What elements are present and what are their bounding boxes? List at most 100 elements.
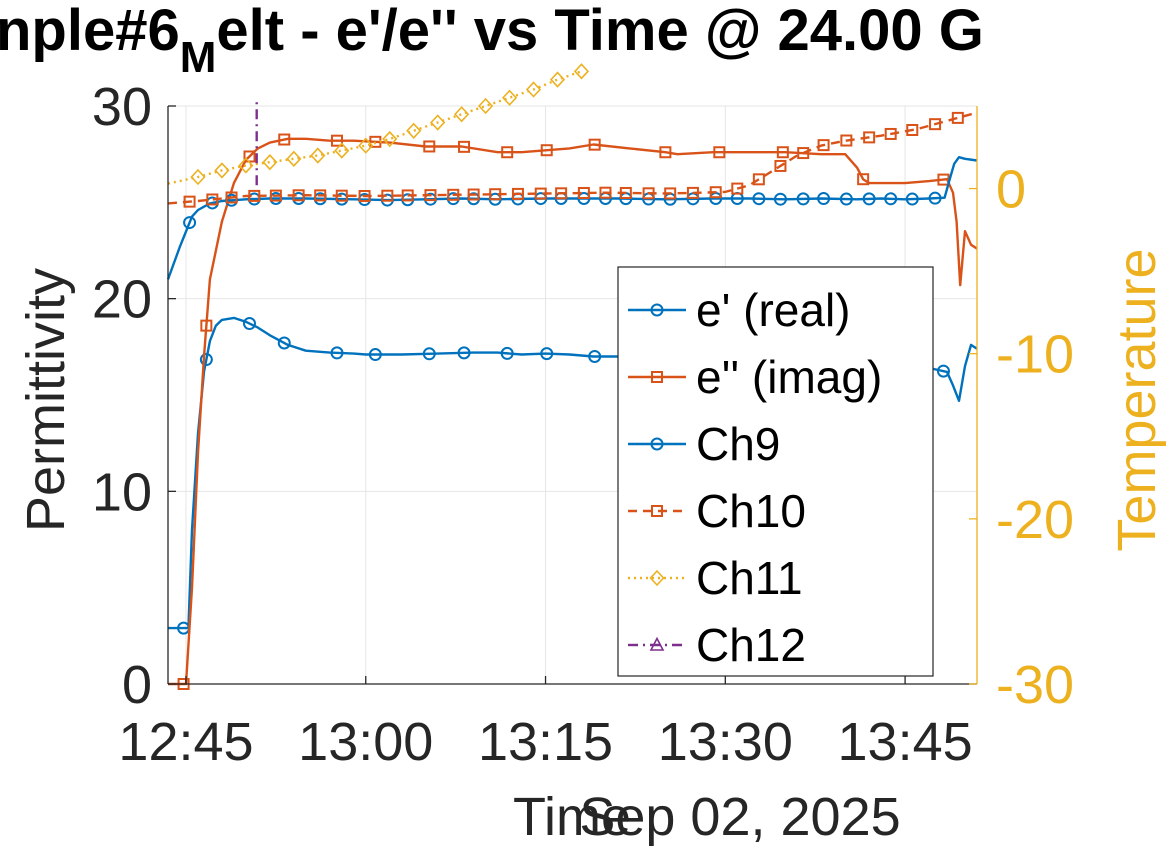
series-point-e-imag bbox=[423, 140, 436, 153]
series-point-ch10 bbox=[534, 187, 547, 200]
series-point-ch10 bbox=[817, 139, 830, 152]
series-point-e-imag bbox=[540, 144, 553, 157]
x-tick-label: 13:00 bbox=[298, 712, 433, 772]
series-point-ch10 bbox=[884, 127, 897, 140]
series-point-ch10 bbox=[951, 111, 964, 124]
series-point-ch10 bbox=[752, 173, 765, 186]
legend-box bbox=[617, 266, 934, 677]
series-point-e-imag bbox=[776, 146, 789, 159]
series-point-ch10 bbox=[489, 188, 502, 201]
x-axis-label: Time bbox=[513, 787, 631, 847]
y-left-tick-label: 30 bbox=[92, 77, 152, 137]
series-point-ch10 bbox=[248, 189, 261, 202]
series-point-ch11 bbox=[310, 147, 326, 164]
legend-label: Ch9 bbox=[696, 418, 780, 470]
x-tick-label: 13:15 bbox=[478, 712, 613, 772]
chart-title-rest: elt - e'/e'' vs Time @ 24.00 G bbox=[216, 0, 983, 63]
series-line-e-imag bbox=[168, 137, 978, 686]
series-point-ch11 bbox=[358, 137, 374, 154]
x-tick-label: 12:45 bbox=[118, 712, 253, 772]
series-point-ch10 bbox=[619, 186, 632, 199]
legend-item-ch11: Ch11 bbox=[628, 552, 803, 604]
series-point-ch10 bbox=[863, 131, 876, 144]
series-point-ch10 bbox=[314, 189, 327, 202]
series-point-ch9 bbox=[884, 192, 898, 206]
axes bbox=[167, 105, 978, 685]
y-left-tick-label: 10 bbox=[92, 462, 152, 522]
series-point-ch10 bbox=[401, 189, 414, 202]
legend-swatch-marker bbox=[651, 505, 663, 517]
tick-labels: 12:45 13:00 13:15 13:30 13:45 0 10 20 30 0 -10 -20 -… bbox=[92, 77, 1074, 772]
x-axis-date-label: Sep 02, 2025 bbox=[579, 787, 900, 847]
legend-item-e-real: e' (real) bbox=[628, 284, 851, 336]
series-line-ch11 bbox=[167, 70, 582, 185]
legend-swatch-marker bbox=[650, 303, 664, 317]
series-point-e-real bbox=[199, 353, 213, 367]
series-point-ch10 bbox=[292, 189, 305, 202]
series-ch11 bbox=[167, 63, 590, 186]
y-axis-left-label: Permittivity bbox=[16, 268, 76, 532]
x-tick-label: 13:45 bbox=[838, 712, 973, 772]
series-point-ch11 bbox=[238, 157, 254, 174]
series-point-e-real bbox=[368, 348, 382, 362]
series-point-ch9 bbox=[928, 191, 942, 205]
series-point-e-imag bbox=[458, 140, 471, 153]
series-ch10 bbox=[167, 111, 978, 208]
series-point-ch11 bbox=[190, 168, 206, 186]
series-point-ch10 bbox=[511, 187, 524, 200]
series-point-ch11 bbox=[406, 122, 422, 139]
series-point-e-real bbox=[457, 346, 471, 360]
series-point-ch11 bbox=[262, 153, 278, 171]
series-point-ch11 bbox=[382, 130, 398, 148]
series-point-e-real bbox=[422, 347, 436, 361]
series-point-e-real bbox=[936, 364, 950, 378]
y-left-tick-label: 20 bbox=[92, 270, 152, 330]
series-point-ch10 bbox=[381, 189, 394, 202]
series-point-e-imag bbox=[501, 146, 514, 159]
y-right-tick-label: -30 bbox=[996, 655, 1074, 715]
legend-label: e'' (imag) bbox=[696, 351, 882, 403]
series-point-ch10 bbox=[225, 191, 238, 204]
series-point-ch11 bbox=[430, 114, 446, 131]
series-point-ch9 bbox=[839, 192, 853, 206]
legend: e' (real) e'' (imag) Ch9 Ch10 Ch11 Ch12 bbox=[617, 266, 934, 677]
series-point-ch10 bbox=[447, 188, 460, 201]
series-point-ch11 bbox=[501, 89, 518, 106]
legend-item-e-imag: e'' (imag) bbox=[628, 351, 882, 403]
series-point-ch10 bbox=[929, 118, 942, 131]
legend-swatch-marker bbox=[651, 371, 663, 383]
series-point-ch10 bbox=[577, 186, 590, 199]
series-point-ch10 bbox=[269, 189, 282, 202]
series-point-e-imag bbox=[200, 319, 213, 332]
y-left-tick-label: 0 bbox=[122, 655, 152, 715]
series-point-ch11 bbox=[478, 97, 494, 115]
legend-label: Ch10 bbox=[696, 485, 806, 537]
series-point-ch11 bbox=[549, 71, 566, 88]
series-point-ch10 bbox=[731, 182, 744, 195]
series-point-ch9 bbox=[183, 216, 197, 230]
legend-item-ch10: Ch10 bbox=[628, 485, 806, 537]
series-point-ch10 bbox=[840, 134, 853, 147]
series-point-ch11 bbox=[525, 81, 542, 98]
chart-title: nple#6Melt - e'/e'' vs Time @ 24.00 G bbox=[0, 0, 984, 82]
series-point-ch10 bbox=[709, 186, 722, 199]
legend-label: Ch12 bbox=[696, 619, 806, 671]
y-axis-right-label: Temperature bbox=[1107, 248, 1167, 551]
series-point-ch10 bbox=[467, 188, 480, 201]
y-right-tick-label: -10 bbox=[996, 325, 1074, 385]
series-point-ch11 bbox=[573, 63, 590, 80]
series-ch9 bbox=[166, 155, 978, 280]
y-right-tick-label: 0 bbox=[996, 160, 1026, 220]
series-point-e-real bbox=[242, 317, 256, 331]
series-line-ch9 bbox=[166, 155, 978, 280]
series-point-ch9 bbox=[773, 192, 787, 206]
series-point-ch11 bbox=[214, 162, 230, 179]
series-point-ch9 bbox=[817, 192, 831, 206]
series-point-ch10 bbox=[906, 124, 919, 137]
series-point-ch9 bbox=[905, 192, 919, 206]
series-point-ch11 bbox=[454, 106, 470, 123]
series-e-imag bbox=[168, 133, 978, 690]
series-point-e-real bbox=[277, 336, 291, 350]
series-point-ch10 bbox=[664, 187, 677, 200]
series-point-ch11 bbox=[334, 142, 350, 159]
